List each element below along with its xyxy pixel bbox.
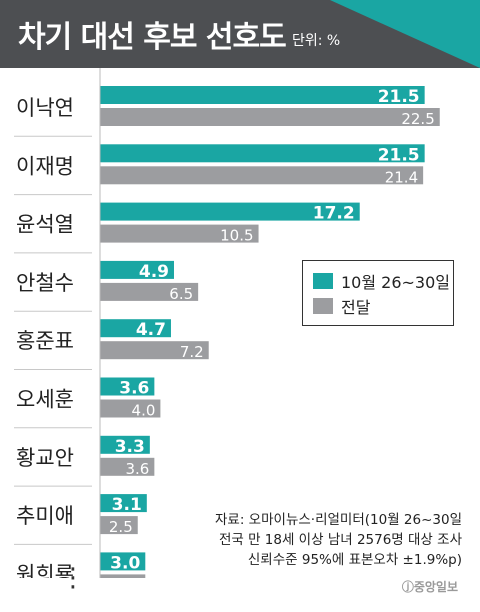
bar-current [100, 260, 174, 279]
bar-previous [100, 399, 161, 418]
bar-current [100, 202, 360, 221]
category-label: 이낙연 [16, 96, 74, 120]
more-indicator: ⋮ [60, 563, 86, 593]
legend-label-current: 10월 26~30일 [341, 273, 451, 292]
bar-previous [100, 341, 209, 360]
category-label: 오세훈 [16, 388, 74, 412]
chart-title: 차기 대선 후보 선호도 [18, 20, 287, 55]
category-label: 황교안 [16, 446, 74, 470]
brand-logo: ⓙ중앙일보 [401, 580, 458, 594]
value-label-previous: 6.5 [169, 285, 193, 303]
bar-previous [100, 282, 199, 301]
header-banner: 차기 대선 후보 선호도 단위: % [0, 0, 480, 68]
value-label-previous: 10.5 [220, 227, 253, 245]
bar-current [100, 435, 150, 454]
value-label-current: 17.2 [313, 204, 355, 224]
legend-swatch-previous [313, 298, 333, 314]
category-label: 홍준표 [16, 329, 74, 353]
source-note: 자료: 오마이뉴스·리얼미터(10월 26~30일 전국 만 18세 이상 남녀… [215, 510, 462, 570]
header-accent [330, 0, 480, 68]
unit-label: 단위: % [292, 33, 341, 49]
value-label-current: 4.9 [139, 262, 169, 282]
bar-previous [100, 457, 155, 476]
legend-item-previous: 전달 [313, 295, 370, 317]
value-label-previous: 3.6 [126, 460, 150, 478]
source-note-line: 전국 만 18세 이상 남녀 2576명 대상 조사 [218, 532, 462, 548]
value-label-previous: 7.2 [180, 343, 204, 361]
value-label-current: 21.5 [378, 145, 420, 165]
bar-previous [100, 574, 146, 578]
value-label-current: 21.5 [378, 87, 420, 107]
value-label-current: 3.0 [110, 553, 140, 573]
bar-current [100, 552, 146, 571]
category-label: 윤석열 [16, 213, 74, 237]
value-label-previous: 4.0 [132, 402, 156, 420]
value-label-current: 3.6 [119, 379, 149, 399]
legend: 10월 26~30일 전달 [302, 260, 454, 326]
category-label: 원희룡 [16, 562, 74, 578]
category-label: 이재명 [16, 154, 74, 178]
bar-current [100, 319, 171, 338]
value-label-previous: 3.0 [116, 576, 140, 578]
value-label-current: 4.7 [136, 320, 166, 340]
bar-current [100, 144, 425, 163]
bar-previous [100, 224, 259, 243]
category-label: 추미애 [16, 504, 74, 528]
value-label-current: 3.1 [112, 495, 142, 515]
value-label-previous: 2.5 [109, 518, 133, 536]
value-label-current: 3.3 [115, 437, 145, 457]
bar-previous [100, 166, 424, 185]
legend-item-current: 10월 26~30일 [313, 270, 450, 292]
bar-current [100, 377, 155, 396]
bar-current [100, 494, 147, 513]
source-note-line: 자료: 오마이뉴스·리얼미터(10월 26~30일 [215, 512, 462, 528]
bar-previous [100, 108, 440, 126]
legend-swatch-current [313, 273, 333, 289]
bar-chart: 이낙연 21.5 22.5 이재명 21.5 21.4 윤석열 17.2 10.5 안철수 4.96… [14, 68, 440, 578]
category-label: 안철수 [16, 271, 74, 295]
legend-label-previous: 전달 [341, 298, 371, 317]
bar-current [100, 86, 425, 104]
bar-previous [100, 516, 138, 535]
value-label-previous: 22.5 [401, 110, 434, 128]
source-note-line: 신뢰수준 95%에 표본오차 ±1.9%p) [247, 552, 462, 568]
value-label-previous: 21.4 [385, 168, 418, 186]
